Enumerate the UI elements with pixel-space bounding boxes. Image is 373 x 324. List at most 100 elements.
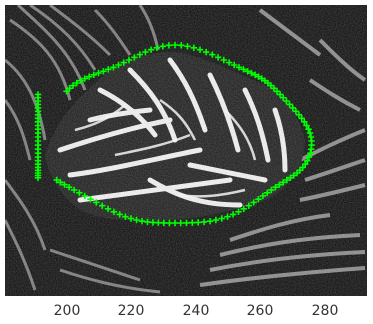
contour-marker: [155, 219, 162, 226]
contour-marker: [189, 219, 196, 226]
contour-marker: [110, 208, 118, 215]
contour-marker: [240, 205, 247, 212]
contour-marker: [224, 213, 231, 220]
contour-marker: [304, 157, 311, 164]
contour-marker: [122, 213, 129, 220]
contour-marker: [153, 44, 161, 51]
contour-marker: [293, 169, 301, 177]
contour-marker: [214, 54, 222, 61]
contour-marker: [283, 176, 290, 184]
contour-marker: [286, 101, 293, 108]
contour-marker: [77, 77, 84, 84]
contour-marker: [290, 172, 297, 179]
contour-marker: [159, 43, 166, 50]
contour-marker: [149, 219, 157, 226]
contour-marker: [306, 129, 314, 137]
contour-marker: [116, 211, 123, 218]
contour-marker: [190, 44, 197, 51]
contour-marker: [57, 179, 64, 186]
contour-marker: [272, 184, 279, 191]
contour-marker: [136, 51, 143, 58]
contour-marker: [276, 91, 284, 98]
contour-marker: [171, 219, 179, 227]
contour-marker: [104, 205, 112, 212]
contour-marker: [225, 59, 233, 66]
contour-marker: [142, 48, 149, 56]
contour-marker: [273, 88, 281, 95]
contour-marker: [276, 181, 283, 188]
contour-marker: [63, 88, 70, 95]
contour-marker: [289, 104, 296, 112]
contour-marker: [298, 115, 305, 122]
contour-marker: [196, 46, 204, 53]
contour-marker: [125, 56, 133, 64]
contour-marker: [244, 68, 251, 75]
contour-marker: [287, 174, 294, 181]
contour-marker: [73, 79, 80, 87]
contour-marker: [212, 216, 220, 224]
contour-marker: [120, 59, 127, 66]
contour-marker: [144, 218, 151, 226]
contour-marker: [70, 186, 78, 194]
contour-marker: [66, 85, 73, 92]
contour-marker: [270, 85, 278, 92]
contour-marker: [255, 196, 262, 203]
contour-markers: [34, 41, 315, 227]
contour-marker: [268, 186, 275, 194]
contour-marker: [81, 75, 88, 82]
contour-marker: [86, 73, 93, 80]
contour-marker: [110, 64, 117, 71]
x-tick-label: 220: [117, 303, 145, 319]
contour-marker: [100, 68, 107, 75]
contour-marker: [240, 66, 247, 73]
contour-marker: [34, 91, 42, 98]
contour-marker: [171, 41, 179, 49]
contour-marker: [301, 118, 308, 125]
contour-marker: [195, 219, 202, 226]
contour-marker: [76, 189, 83, 196]
contour-marker: [280, 94, 287, 101]
contour-marker: [259, 192, 267, 200]
contour-marker: [105, 66, 112, 73]
contour-marker: [295, 111, 303, 118]
contour-marker: [206, 218, 214, 225]
contour-marker: [184, 43, 191, 50]
contour-marker: [61, 181, 68, 188]
contour-marker: [245, 202, 252, 209]
x-tick-label: 200: [53, 303, 81, 319]
contour-marker: [307, 150, 314, 157]
contour-marker: [133, 216, 140, 224]
contour-marker: [303, 122, 310, 129]
contour-marker: [255, 73, 262, 80]
contour-marker: [283, 97, 290, 105]
texture-layer: [5, 5, 367, 296]
contour-marker: [183, 219, 190, 227]
contour-marker: [235, 208, 242, 215]
x-tick-label: 260: [246, 303, 274, 319]
contour-marker: [235, 64, 243, 71]
contour-marker: [280, 179, 287, 186]
contour-marker: [200, 218, 208, 226]
contour-marker: [218, 215, 225, 222]
contour-marker: [264, 189, 271, 196]
contour-marker: [81, 192, 88, 200]
contour-marker: [127, 215, 135, 222]
contour-marker: [209, 51, 216, 58]
contour-marker: [308, 146, 315, 153]
contour-marker: [203, 48, 210, 56]
contour-marker: [99, 202, 106, 209]
contour-marker: [178, 42, 185, 49]
contour-marker: [305, 126, 312, 133]
contour-marker: [166, 219, 173, 227]
contour-marker: [251, 71, 259, 78]
contour-marker: [138, 218, 146, 225]
contour-marker: [65, 184, 73, 191]
contour-marker: [220, 56, 227, 64]
contour-marker: [115, 61, 122, 69]
contour-marker: [69, 82, 77, 89]
contour-marker: [87, 196, 94, 203]
contour-marker: [160, 219, 167, 227]
contour-marker: [147, 46, 155, 53]
